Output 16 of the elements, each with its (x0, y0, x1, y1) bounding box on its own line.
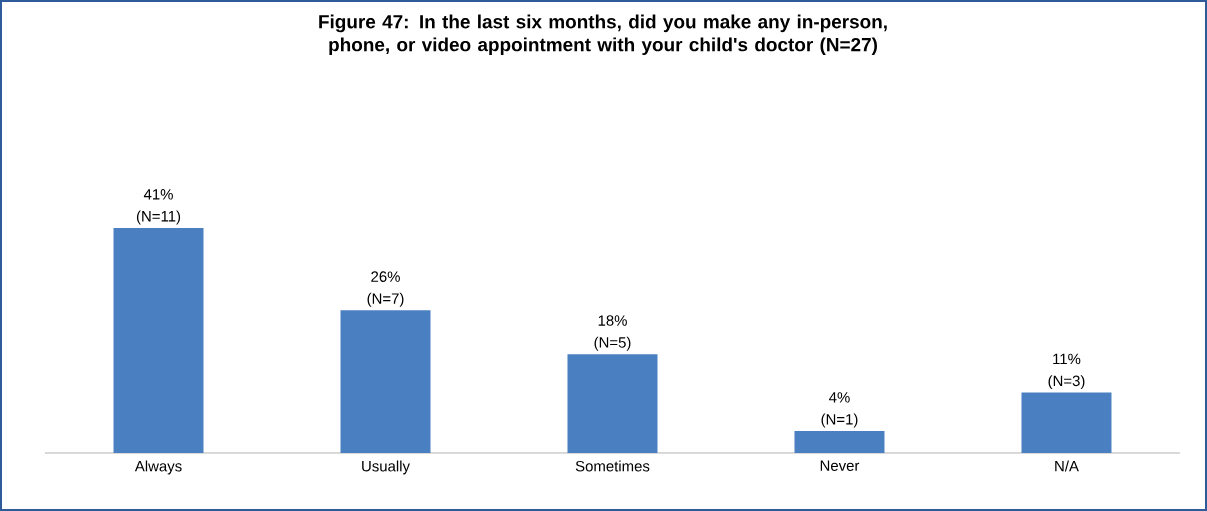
data-label: 41% (N=11) (136, 189, 181, 225)
chart-title: Figure 47: In the last six months, did you make any in-person, phone, or video appointment with your child's doctor (N=27) (319, 14, 887, 56)
x-tick-label: Usually (362, 460, 410, 475)
bar (1021, 392, 1112, 453)
x-tick-label: Sometimes (575, 460, 650, 472)
data-label: 11% (N=3) (1048, 353, 1085, 390)
bar (340, 310, 431, 453)
x-tick-label: N/A (1055, 460, 1079, 472)
bar (794, 431, 885, 453)
data-label: 4% (N=1) (821, 392, 858, 428)
bar (113, 227, 204, 453)
data-label: 18% (N=5) (594, 315, 631, 351)
x-tick-label: Never (820, 460, 860, 471)
x-tick-label: Always (134, 460, 182, 475)
data-label: 26% (N=7) (367, 271, 404, 307)
bar (567, 354, 658, 453)
